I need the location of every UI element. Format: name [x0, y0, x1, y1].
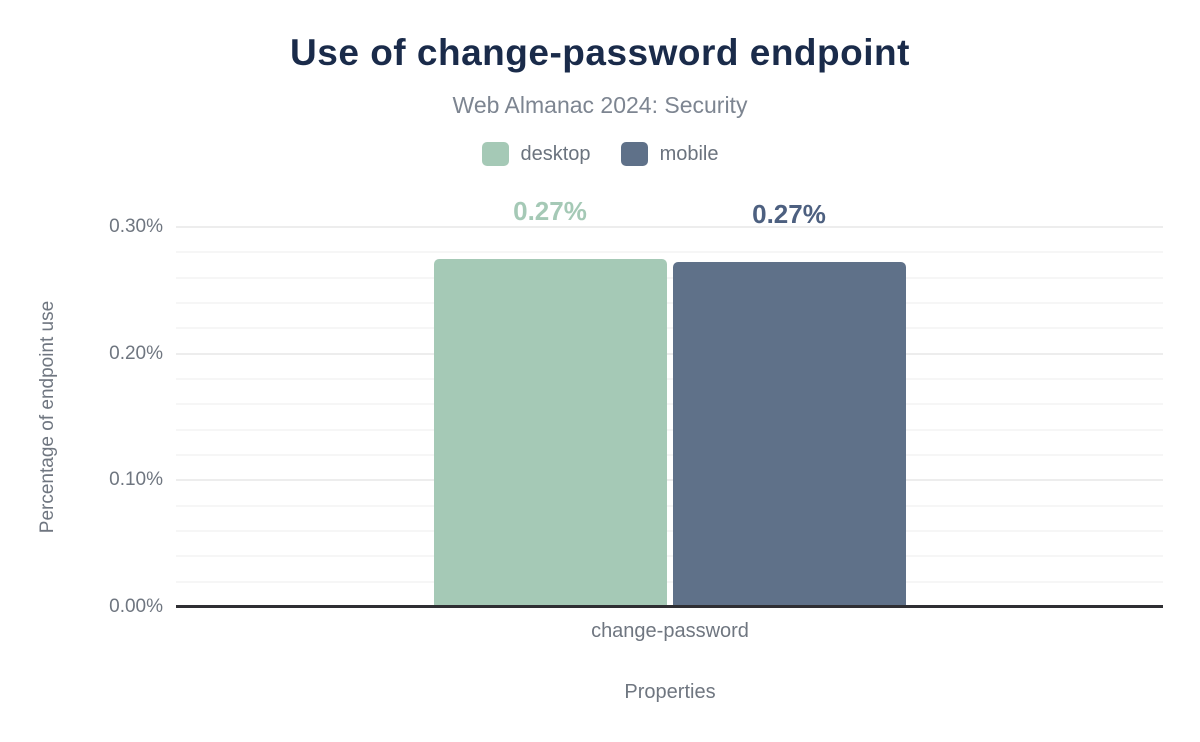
legend-label-mobile: mobile	[659, 142, 719, 165]
mobile-swatch-icon	[620, 142, 648, 166]
bar-desktop[interactable]	[433, 258, 667, 605]
minor-gridline	[176, 302, 1163, 304]
minor-gridline	[176, 378, 1163, 380]
y-tick-label: 0.20%	[109, 342, 163, 364]
legend-label-desktop: desktop	[520, 142, 591, 165]
x-axis-title: Properties	[624, 681, 716, 703]
y-tick-label: 0.00%	[109, 596, 163, 617]
minor-gridline	[176, 327, 1163, 330]
major-gridline	[176, 226, 1163, 228]
minor-gridline	[176, 403, 1163, 406]
x-tick-label: change-password	[591, 620, 749, 642]
minor-gridline	[176, 251, 1163, 254]
bar-mobile[interactable]	[672, 262, 906, 605]
value-label-mobile: 0.27%	[752, 199, 826, 230]
chart-title: Use of change-password endpoint	[290, 32, 910, 73]
minor-gridline	[176, 428, 1163, 431]
minor-gridline	[176, 555, 1163, 558]
minor-gridline	[176, 530, 1163, 532]
desktop-swatch-icon	[481, 142, 509, 166]
major-gridline	[176, 479, 1163, 482]
minor-gridline	[176, 580, 1163, 583]
minor-gridline	[176, 454, 1163, 456]
minor-gridline	[176, 504, 1163, 507]
legend-item-desktop: desktop	[481, 142, 591, 166]
x-axis-line	[176, 605, 1163, 608]
y-tick-label: 0.30%	[109, 216, 163, 237]
chart-subtitle: Web Almanac 2024: Security	[452, 92, 748, 118]
y-tick-label: 0.10%	[109, 469, 163, 491]
legend: desktop mobile	[0, 142, 1200, 166]
y-axis-title: Percentage of endpoint use	[37, 300, 58, 534]
legend-item-mobile: mobile	[620, 142, 719, 166]
major-gridline	[176, 352, 1163, 355]
value-label-desktop: 0.27%	[513, 195, 587, 226]
minor-gridline	[176, 276, 1163, 279]
